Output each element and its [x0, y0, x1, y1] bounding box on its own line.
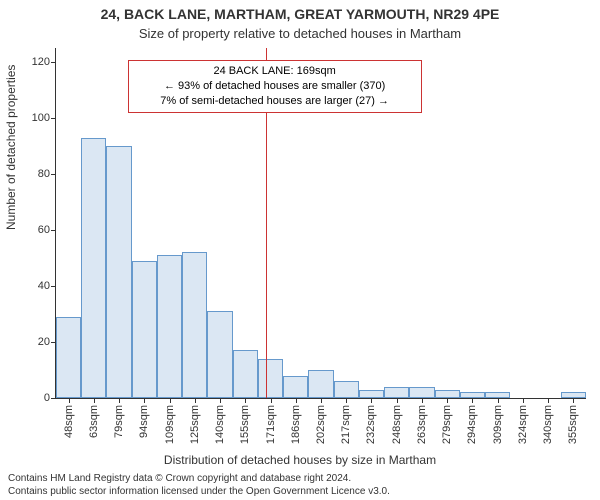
plot-area: 02040608010012048sqm63sqm79sqm94sqm109sq… — [55, 48, 586, 399]
histogram-bar — [106, 146, 131, 398]
x-tick-label: 232sqm — [365, 405, 377, 444]
x-tick-label: 324sqm — [517, 405, 529, 444]
chart-title: 24, BACK LANE, MARTHAM, GREAT YARMOUTH, … — [0, 6, 600, 22]
x-tick-mark — [195, 398, 196, 403]
x-tick-mark — [170, 398, 171, 403]
histogram-bar — [233, 350, 258, 398]
x-tick-mark — [220, 398, 221, 403]
x-tick-label: 140sqm — [214, 405, 226, 444]
x-tick-label: 79sqm — [113, 405, 125, 438]
x-tick-mark — [397, 398, 398, 403]
y-axis-label: Number of detached properties — [4, 65, 18, 230]
histogram-bar — [308, 370, 333, 398]
x-tick-label: 294sqm — [466, 405, 478, 444]
x-tick-mark — [69, 398, 70, 403]
x-tick-mark — [498, 398, 499, 403]
annotation-line: ← 93% of detached houses are smaller (37… — [135, 79, 415, 94]
x-tick-mark — [271, 398, 272, 403]
x-tick-mark — [472, 398, 473, 403]
histogram-bar — [182, 252, 207, 398]
x-tick-label: 340sqm — [542, 405, 554, 444]
x-tick-label: 63sqm — [88, 405, 100, 438]
x-tick-mark — [245, 398, 246, 403]
footer-attribution: Contains HM Land Registry data © Crown c… — [8, 473, 390, 498]
x-tick-mark — [94, 398, 95, 403]
histogram-bar — [359, 390, 384, 398]
footer-line-2: Contains public sector information licen… — [8, 486, 390, 499]
y-tick-mark — [51, 398, 56, 399]
x-tick-mark — [296, 398, 297, 403]
x-tick-label: 155sqm — [239, 405, 251, 444]
y-tick-mark — [51, 230, 56, 231]
x-tick-mark — [422, 398, 423, 403]
x-tick-label: 109sqm — [164, 405, 176, 444]
x-tick-label: 202sqm — [315, 405, 327, 444]
histogram-bar — [258, 359, 283, 398]
x-tick-mark — [523, 398, 524, 403]
x-tick-mark — [144, 398, 145, 403]
y-tick-label: 20 — [38, 336, 50, 348]
x-tick-mark — [371, 398, 372, 403]
x-tick-label: 263sqm — [416, 405, 428, 444]
x-tick-mark — [573, 398, 574, 403]
x-tick-mark — [119, 398, 120, 403]
y-tick-label: 60 — [38, 224, 50, 236]
y-tick-mark — [51, 286, 56, 287]
histogram-bar — [409, 387, 434, 398]
histogram-bar — [334, 381, 359, 398]
y-tick-label: 0 — [44, 392, 50, 404]
annotation-box: 24 BACK LANE: 169sqm← 93% of detached ho… — [128, 60, 422, 113]
y-tick-label: 80 — [38, 168, 50, 180]
histogram-bar — [384, 387, 409, 398]
histogram-bar — [435, 390, 460, 398]
x-tick-mark — [321, 398, 322, 403]
histogram-bar — [56, 317, 81, 398]
chart-container: { "title_main": "24, BACK LANE, MARTHAM,… — [0, 0, 600, 500]
y-tick-label: 100 — [32, 112, 50, 124]
annotation-line: 7% of semi-detached houses are larger (2… — [135, 94, 415, 109]
x-tick-label: 94sqm — [138, 405, 150, 438]
x-tick-label: 355sqm — [567, 405, 579, 444]
histogram-bar — [157, 255, 182, 398]
histogram-bar — [81, 138, 106, 398]
x-tick-label: 217sqm — [340, 405, 352, 444]
histogram-bar — [283, 376, 308, 398]
histogram-bar — [207, 311, 232, 398]
x-tick-label: 48sqm — [63, 405, 75, 438]
x-tick-label: 309sqm — [492, 405, 504, 444]
x-tick-label: 186sqm — [290, 405, 302, 444]
x-tick-mark — [548, 398, 549, 403]
histogram-bar — [132, 261, 157, 398]
footer-line-1: Contains HM Land Registry data © Crown c… — [8, 473, 390, 486]
x-tick-label: 171sqm — [265, 405, 277, 444]
x-tick-label: 125sqm — [189, 405, 201, 444]
chart-subtitle: Size of property relative to detached ho… — [0, 26, 600, 41]
y-tick-mark — [51, 62, 56, 63]
x-tick-label: 248sqm — [391, 405, 403, 444]
annotation-line: 24 BACK LANE: 169sqm — [135, 64, 415, 79]
x-tick-mark — [447, 398, 448, 403]
y-tick-mark — [51, 118, 56, 119]
x-axis-label: Distribution of detached houses by size … — [0, 453, 600, 467]
y-tick-label: 40 — [38, 280, 50, 292]
y-tick-mark — [51, 174, 56, 175]
y-tick-label: 120 — [32, 56, 50, 68]
x-tick-mark — [346, 398, 347, 403]
x-tick-label: 279sqm — [441, 405, 453, 444]
